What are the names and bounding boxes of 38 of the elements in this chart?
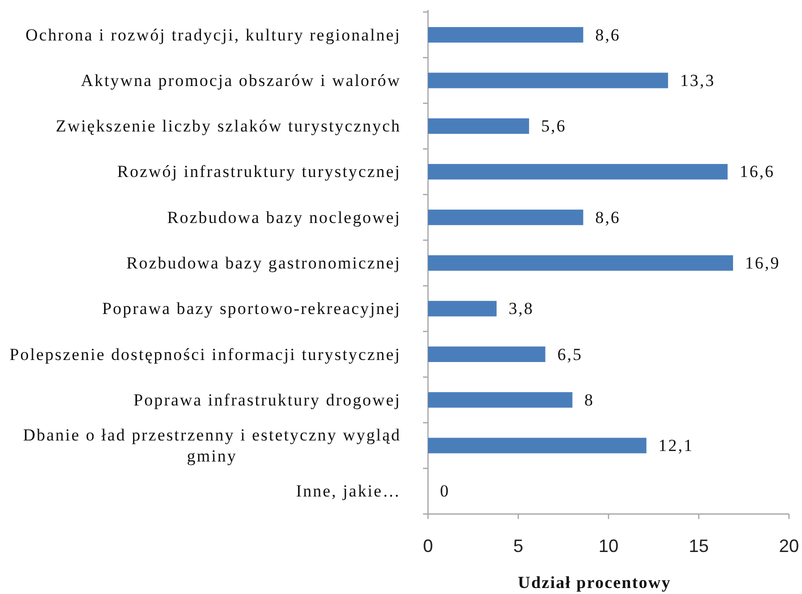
bar xyxy=(428,210,584,226)
data-label: 0 xyxy=(440,482,450,501)
y-tick-label: Aktywna promocja obszarów i walorów xyxy=(80,70,401,90)
x-tick-label: 10 xyxy=(598,536,619,556)
data-label: 8 xyxy=(584,390,594,410)
y-tick-label: Rozbudowa bazy noclegowej xyxy=(167,208,401,227)
y-tick-label: Dbanie o ład przestrzenny i estetyczny wygląd gminy xyxy=(23,426,401,466)
y-tick-label: Ochrona i rozwój tradycji, kultury regionalnej xyxy=(25,25,401,44)
bar xyxy=(428,164,728,180)
bar xyxy=(428,118,530,134)
x-tick-label: 20 xyxy=(778,536,800,556)
y-tick-label: Rozwój infrastruktury turystycznej xyxy=(117,162,401,182)
data-label: 16,9 xyxy=(745,254,780,272)
data-label: 8,6 xyxy=(595,25,621,44)
y-tick-label: Poprawa infrastruktury drogowej xyxy=(133,390,401,410)
x-tick-label: 15 xyxy=(688,536,709,556)
y-tick-label: Rozbudowa bazy gastronomicznej xyxy=(126,254,401,272)
bar xyxy=(428,27,584,43)
y-tick-label: Poprawa bazy sportowo-rekreacyjnej xyxy=(102,299,401,318)
bar xyxy=(428,438,646,454)
data-label: 3,8 xyxy=(508,299,534,318)
y-tick-label: Inne, jakie… xyxy=(296,482,401,501)
bar xyxy=(428,72,668,88)
data-label: 6,5 xyxy=(557,344,583,364)
bar xyxy=(428,346,546,362)
y-tick-label: Zwiększenie liczby szlaków turystycznych xyxy=(56,116,401,136)
bar xyxy=(428,300,497,316)
data-label: 12,1 xyxy=(658,436,694,456)
y-tick-label: Polepszenie dostępności informacji turystycznej xyxy=(9,344,401,364)
data-label: 5,6 xyxy=(541,116,566,136)
data-label: 13,3 xyxy=(680,70,716,90)
bar xyxy=(428,392,572,408)
bar xyxy=(428,255,734,271)
data-label: 16,6 xyxy=(740,162,775,182)
x-tick-label: 0 xyxy=(422,536,434,556)
data-label: 8,6 xyxy=(595,208,621,227)
x-axis-title: Udział procentowy xyxy=(518,573,672,592)
x-tick-label: 5 xyxy=(513,536,524,556)
